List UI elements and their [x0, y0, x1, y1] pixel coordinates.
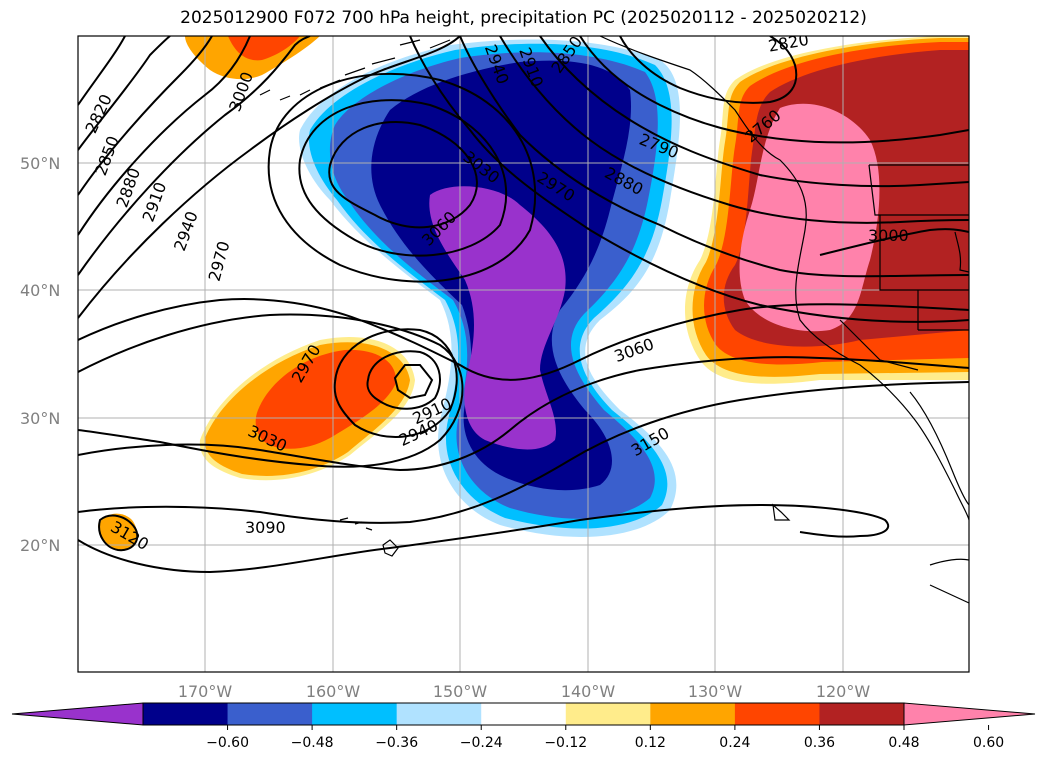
lat-label-50n: 50°N [20, 154, 60, 173]
contour-label: 3090 [245, 518, 286, 537]
colorbar-extend-min [11, 702, 144, 726]
colorbar-cell [227, 703, 313, 725]
colorbar-tick-label: −0.12 [544, 735, 587, 751]
colorbar-tick-label: 0.36 [804, 735, 835, 751]
colorbar-cell [312, 703, 398, 725]
colorbar-cell [396, 703, 482, 725]
longitude-axis: 170°W 160°W 150°W 140°W 130°W 120°W [178, 682, 871, 701]
colorbar: −0.60 −0.48 −0.36 −0.24 −0.12 0.12 0.24 0.36 0.4… [11, 702, 1036, 751]
colorbar-tick-label: 0.24 [719, 735, 750, 751]
colorbar-outline [142, 702, 905, 726]
coastlines [259, 36, 969, 604]
lon-label-140w: 140°W [561, 682, 616, 701]
colorbar-tick-label: 0.48 [888, 735, 919, 751]
colorbar-cell [481, 703, 567, 725]
lat-label-20n: 20°N [20, 536, 60, 555]
positive-precip-region-southwest [98, 336, 415, 551]
colorbar-cell [734, 703, 820, 725]
colorbar-cell [819, 703, 905, 725]
colorbar-tick-label: −0.36 [375, 735, 418, 751]
contour-label: 3000 [868, 226, 909, 245]
colorbar-extend-max [903, 702, 1036, 726]
lon-label-160w: 160°W [306, 682, 361, 701]
map-content: 2820 2850 2880 2910 2940 2970 3000 2940 … [78, 36, 969, 672]
colorbar-tick-label: −0.60 [206, 735, 249, 751]
lon-label-170w: 170°W [178, 682, 233, 701]
negative-precip-region [299, 39, 680, 537]
colorbar-tick-label: 0.12 [635, 735, 666, 751]
lon-label-150w: 150°W [433, 682, 488, 701]
positive-precip-region-northwest [185, 36, 320, 80]
colorbar-tick-label: −0.48 [291, 735, 334, 751]
colorbar-tick-label: 0.60 [973, 735, 1004, 751]
graticule [78, 36, 969, 672]
colorbar-cell [650, 703, 736, 725]
map-title: 2025012900 F072 700 hPa height, precipit… [180, 8, 867, 28]
lat-label-30n: 30°N [20, 409, 60, 428]
colorbar-cell [143, 703, 229, 725]
positive-precip-region-east [685, 36, 969, 384]
height-contours [78, 36, 969, 574]
lat-label-40n: 40°N [20, 281, 60, 300]
latitude-axis: 50°N 40°N 30°N 20°N [20, 154, 60, 555]
map-frame [77, 35, 970, 673]
lon-label-120w: 120°W [816, 682, 871, 701]
colorbar-tick-label: −0.24 [460, 735, 503, 751]
colorbar-cell [565, 703, 651, 725]
lon-label-130w: 130°W [688, 682, 743, 701]
